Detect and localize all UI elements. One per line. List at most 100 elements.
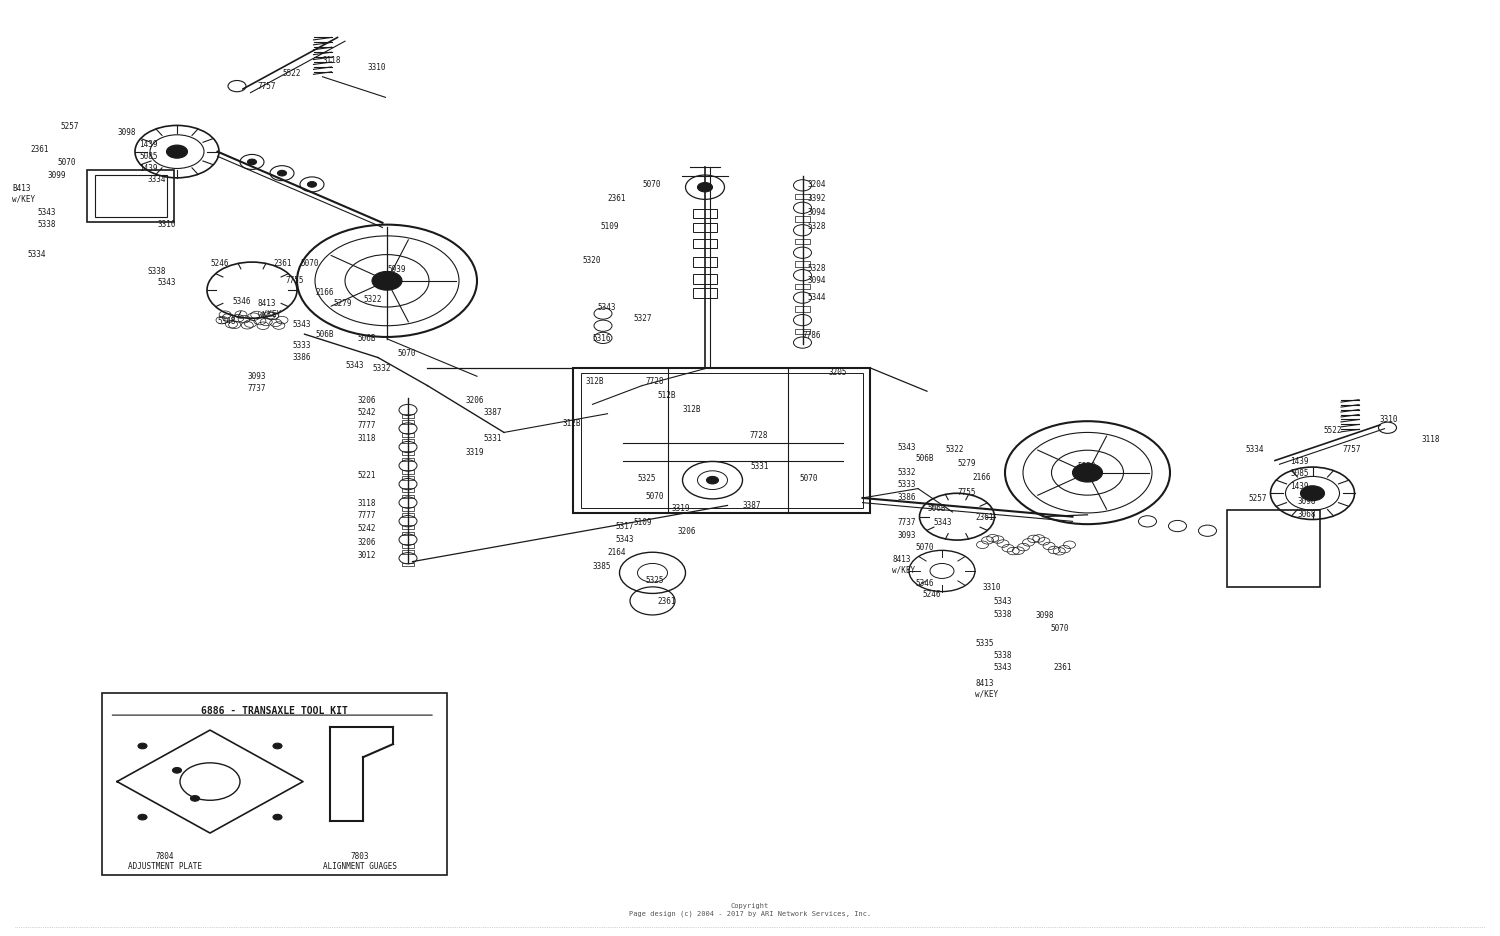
Text: 5334: 5334 — [1245, 445, 1263, 454]
Text: 512B: 512B — [657, 391, 675, 401]
Bar — [795, 329, 810, 334]
Text: 5246: 5246 — [922, 590, 940, 599]
Text: 7728: 7728 — [750, 431, 768, 440]
Text: 5939: 5939 — [1077, 461, 1095, 471]
Text: 5070: 5070 — [1050, 623, 1068, 633]
Bar — [693, 257, 717, 267]
Text: 5070: 5070 — [800, 474, 818, 483]
Text: 2166: 2166 — [972, 473, 990, 482]
Text: 5070: 5070 — [57, 158, 75, 168]
Text: 5320: 5320 — [582, 256, 600, 265]
Text: 2361: 2361 — [30, 145, 48, 154]
Text: 5328: 5328 — [807, 222, 825, 231]
Text: 5343: 5343 — [158, 278, 176, 287]
Text: 3310: 3310 — [1380, 415, 1398, 424]
Text: 5279: 5279 — [957, 459, 975, 468]
Text: 2361: 2361 — [273, 259, 291, 269]
Text: 5070: 5070 — [915, 543, 933, 552]
Text: 1439: 1439 — [1290, 457, 1308, 466]
Text: 6886 - TRANSAXLE TOOL KIT: 6886 - TRANSAXLE TOOL KIT — [201, 707, 348, 716]
Text: 5316: 5316 — [592, 334, 610, 344]
Bar — [402, 507, 414, 511]
Bar — [402, 458, 414, 461]
Circle shape — [248, 159, 256, 165]
Bar — [693, 274, 717, 284]
Text: 5338: 5338 — [993, 609, 1011, 619]
Text: 5328: 5328 — [807, 264, 825, 273]
Bar — [402, 420, 414, 424]
Text: 5343: 5343 — [993, 597, 1011, 607]
Circle shape — [166, 145, 188, 158]
Text: 3098: 3098 — [1298, 497, 1316, 506]
Text: 5331: 5331 — [750, 461, 768, 471]
Text: 5242: 5242 — [357, 524, 375, 534]
Text: 7757: 7757 — [258, 81, 276, 91]
Circle shape — [273, 814, 282, 820]
Text: 5333: 5333 — [292, 341, 310, 350]
Text: 3319: 3319 — [672, 504, 690, 513]
Text: 7728: 7728 — [645, 377, 663, 387]
Text: 5522: 5522 — [282, 68, 300, 78]
Bar — [402, 432, 414, 436]
Circle shape — [273, 743, 282, 749]
Bar — [795, 306, 810, 312]
Circle shape — [138, 814, 147, 820]
Bar — [402, 494, 414, 498]
Text: 3098: 3098 — [117, 128, 135, 138]
Text: 5346: 5346 — [232, 297, 250, 306]
Text: 3334: 3334 — [147, 175, 165, 184]
Text: 5344: 5344 — [807, 293, 825, 302]
Text: 3310: 3310 — [158, 220, 176, 229]
Text: 506B: 506B — [927, 504, 945, 513]
Text: 2361: 2361 — [657, 597, 675, 607]
Text: 312B: 312B — [682, 405, 700, 415]
Text: 5343: 5343 — [897, 443, 915, 452]
Text: 506B: 506B — [915, 454, 933, 463]
Bar — [795, 284, 810, 289]
Text: 3118: 3118 — [357, 499, 375, 508]
Circle shape — [1072, 463, 1102, 482]
Bar — [402, 550, 414, 554]
Bar — [94, 175, 166, 217]
Text: 5070: 5070 — [645, 491, 663, 501]
Text: 3093: 3093 — [897, 531, 915, 540]
Bar — [580, 373, 862, 508]
Text: 5257: 5257 — [1248, 494, 1266, 504]
Circle shape — [172, 768, 182, 773]
Circle shape — [278, 170, 286, 176]
Text: 5322: 5322 — [945, 445, 963, 454]
Text: 3206: 3206 — [678, 527, 696, 536]
Circle shape — [1300, 486, 1324, 501]
Text: 3386: 3386 — [292, 353, 310, 362]
Text: 5109: 5109 — [600, 222, 618, 231]
Text: 5325: 5325 — [638, 474, 656, 483]
Text: 3385: 3385 — [592, 562, 610, 571]
Text: 7786: 7786 — [802, 330, 820, 340]
Text: 5070: 5070 — [300, 259, 318, 269]
Bar — [693, 239, 717, 248]
Text: 5333: 5333 — [897, 480, 915, 490]
Text: 7757: 7757 — [1342, 445, 1360, 454]
Text: 7737: 7737 — [248, 384, 266, 393]
Text: 1439: 1439 — [140, 139, 158, 149]
Bar — [102, 693, 447, 875]
Text: 8413
w/KEY: 8413 w/KEY — [258, 300, 280, 318]
Text: 7777: 7777 — [357, 511, 375, 520]
Text: 5242: 5242 — [357, 408, 375, 417]
Text: B413
w/KEY: B413 w/KEY — [12, 184, 34, 203]
Text: 5325: 5325 — [645, 576, 663, 585]
Text: 3319: 3319 — [465, 447, 483, 457]
Bar — [402, 415, 414, 418]
Bar — [795, 239, 810, 244]
Text: 5070: 5070 — [642, 180, 660, 189]
Text: 3206: 3206 — [357, 538, 375, 548]
Text: 5331: 5331 — [483, 433, 501, 443]
Text: 5334: 5334 — [27, 250, 45, 259]
Text: 8413
w/KEY: 8413 w/KEY — [975, 680, 998, 698]
Text: S338: S338 — [147, 267, 165, 276]
Bar — [402, 476, 414, 480]
Text: 1439: 1439 — [140, 164, 158, 173]
Bar — [795, 194, 810, 199]
Text: 3118: 3118 — [357, 433, 375, 443]
Text: 3098: 3098 — [1035, 611, 1053, 621]
